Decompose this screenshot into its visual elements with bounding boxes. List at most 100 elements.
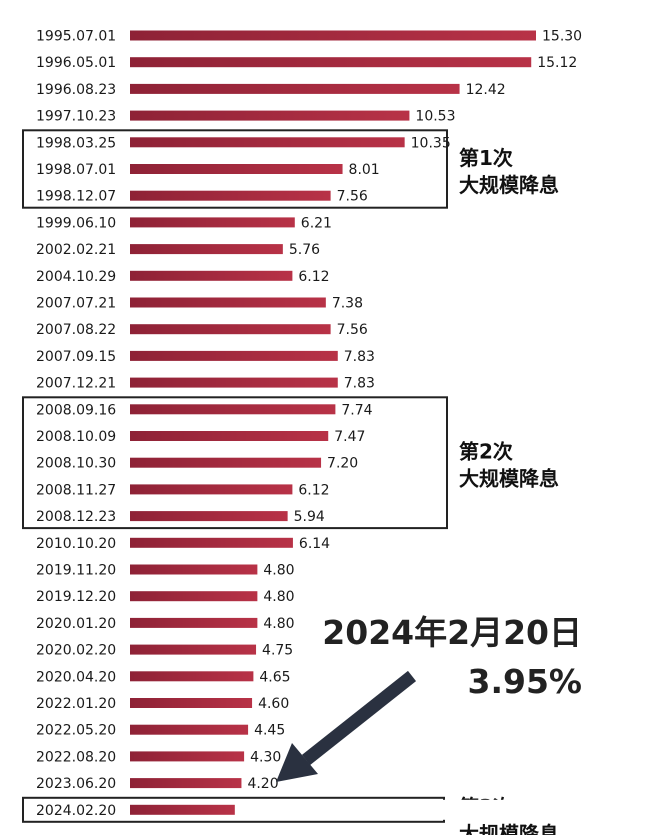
value-label: 6.12 <box>298 482 329 498</box>
date-label: 2022.05.20 <box>36 723 116 739</box>
value-label: 7.56 <box>337 322 368 338</box>
bar <box>130 617 258 628</box>
bar <box>130 698 253 708</box>
date-label: 1998.07.01 <box>36 162 116 178</box>
bar <box>130 57 532 68</box>
date-label: 1995.07.01 <box>36 29 116 45</box>
bar <box>130 137 405 148</box>
group-label-line2: 大规模降息 <box>459 467 559 491</box>
date-label: 2004.10.29 <box>36 269 116 285</box>
cover-block <box>236 799 624 820</box>
value-label: 15.30 <box>542 29 582 45</box>
value-label: 7.20 <box>327 456 358 472</box>
date-label: 1996.05.01 <box>36 55 116 71</box>
bar <box>130 511 288 522</box>
bar <box>130 244 283 255</box>
value-label: 7.56 <box>337 189 368 205</box>
value-label: 5.76 <box>289 242 320 258</box>
date-label: 2024.02.20 <box>36 803 116 819</box>
bar <box>130 377 338 388</box>
date-label: 2008.10.30 <box>36 456 116 472</box>
bar <box>130 537 293 548</box>
date-label: 2019.12.20 <box>36 589 116 605</box>
value-label: 4.75 <box>262 643 293 659</box>
value-label: 7.47 <box>334 429 365 445</box>
group-label-line1: 第1次 <box>459 146 513 170</box>
date-label: 2008.10.09 <box>36 429 116 445</box>
value-label: 6.21 <box>301 215 332 231</box>
date-label: 2020.01.20 <box>36 616 116 632</box>
date-label: 2023.06.20 <box>36 776 116 792</box>
value-label: 8.01 <box>349 162 380 178</box>
bar <box>130 83 460 94</box>
headline-rate: 3.95% <box>468 662 583 701</box>
bar <box>130 804 235 815</box>
date-label: 2007.08.22 <box>36 322 116 338</box>
bar <box>130 724 249 735</box>
bar <box>130 591 258 602</box>
bar <box>130 644 257 655</box>
value-label: 4.80 <box>263 589 294 605</box>
arrow-shaft <box>301 670 417 766</box>
date-label: 1997.10.23 <box>36 109 116 125</box>
value-label: 10.35 <box>411 135 451 151</box>
value-label: 7.38 <box>332 296 363 312</box>
value-label: 7.83 <box>344 349 375 365</box>
date-label: 2008.11.27 <box>36 482 116 498</box>
date-label: 2007.07.21 <box>36 296 116 312</box>
date-label: 2002.02.21 <box>36 242 116 258</box>
bar <box>130 457 322 468</box>
arrow-head-icon <box>276 743 318 782</box>
headline-date: 2024年2月20日 <box>322 613 582 652</box>
date-label: 1996.08.23 <box>36 82 116 98</box>
group-box <box>22 396 448 530</box>
value-label: 4.65 <box>259 669 290 685</box>
date-label: 1999.06.10 <box>36 215 116 231</box>
date-label: 2020.04.20 <box>36 669 116 685</box>
value-label: 4.20 <box>247 776 278 792</box>
value-label: 15.12 <box>537 55 577 71</box>
value-label: 4.80 <box>263 616 294 632</box>
date-label: 2010.10.20 <box>36 536 116 552</box>
bar <box>130 671 254 682</box>
bar <box>130 431 329 441</box>
bar <box>130 270 293 281</box>
bar <box>130 564 258 575</box>
date-label: 2019.11.20 <box>36 563 116 579</box>
headline-annotation: 2024年2月20日 3.95% <box>236 613 624 820</box>
bars: 1995.07.01 15.30 1996.05.01 15.12 1996.08.23… <box>36 29 582 819</box>
value-label: 7.83 <box>344 376 375 392</box>
value-label: 4.60 <box>258 696 289 712</box>
bar <box>130 30 536 41</box>
group-label-line2: 大规模降息 <box>459 822 559 835</box>
value-label: 7.74 <box>341 402 372 418</box>
value-label: 5.94 <box>294 509 325 525</box>
date-label: 2022.01.20 <box>36 696 116 712</box>
value-label: 4.80 <box>263 563 294 579</box>
value-label: 6.14 <box>299 536 330 552</box>
bar <box>130 324 331 335</box>
bar <box>130 778 242 789</box>
bar <box>130 110 410 121</box>
date-label: 2007.12.21 <box>36 376 116 392</box>
date-label: 2008.12.23 <box>36 509 116 525</box>
bar <box>130 404 336 415</box>
date-label: 2020.02.20 <box>36 643 116 659</box>
value-label: 4.30 <box>250 749 281 765</box>
bar <box>130 297 326 308</box>
date-label: 2007.09.15 <box>36 349 116 365</box>
date-label: 2022.08.20 <box>36 749 116 765</box>
date-label: 1998.03.25 <box>36 135 116 151</box>
bar <box>130 217 295 228</box>
date-label: 2008.09.16 <box>36 402 116 418</box>
value-label: 6.12 <box>298 269 329 285</box>
value-label: 10.53 <box>415 109 455 125</box>
bar <box>130 190 331 201</box>
bar <box>130 484 293 495</box>
bar <box>130 350 338 361</box>
bar <box>130 164 343 174</box>
value-label: 4.45 <box>254 723 285 739</box>
bar <box>130 751 245 762</box>
date-label: 1998.12.07 <box>36 189 116 205</box>
